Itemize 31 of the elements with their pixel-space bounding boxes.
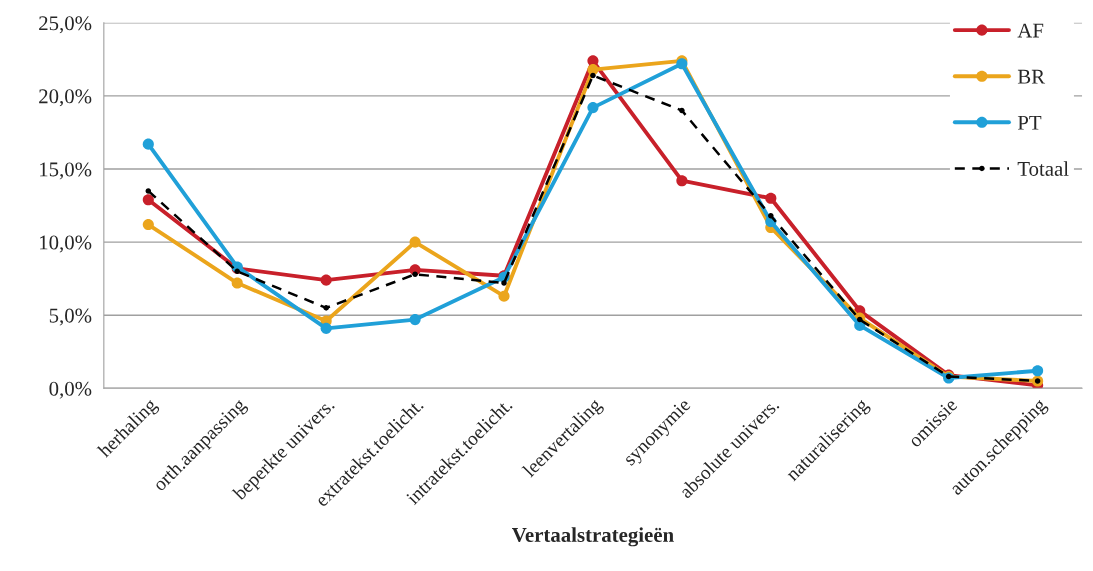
- point: [587, 102, 599, 114]
- point: [409, 314, 421, 326]
- point: [676, 175, 688, 187]
- point: [323, 305, 329, 311]
- legend-label: PT: [1017, 115, 1042, 130]
- y-tick-label: 0,0%: [49, 381, 92, 399]
- x-axis-title: Vertaalstrategieën: [512, 527, 674, 547]
- y-tick-label: 15,0%: [40, 162, 92, 180]
- point: [1032, 365, 1044, 377]
- point: [231, 277, 243, 289]
- point: [142, 194, 154, 206]
- y-tick-label: 10,0%: [40, 235, 92, 253]
- legend-label: Totaal: [1017, 161, 1069, 176]
- point: [142, 138, 154, 150]
- point: [590, 72, 596, 79]
- point: [765, 192, 777, 204]
- point: [145, 188, 152, 194]
- y-tick-label: 25,0%: [39, 16, 92, 34]
- point: [768, 213, 774, 219]
- point: [498, 290, 510, 302]
- point: [409, 236, 421, 248]
- point: [679, 107, 685, 114]
- y-tick-label: 20,0%: [39, 89, 92, 107]
- y-tick-label: 5,0%: [49, 308, 92, 326]
- point: [412, 271, 418, 278]
- point: [320, 322, 332, 334]
- point: [320, 274, 332, 286]
- legend-label: AF: [1017, 23, 1044, 38]
- point: [501, 280, 507, 286]
- point: [142, 219, 154, 231]
- legend-label: BR: [1017, 69, 1046, 84]
